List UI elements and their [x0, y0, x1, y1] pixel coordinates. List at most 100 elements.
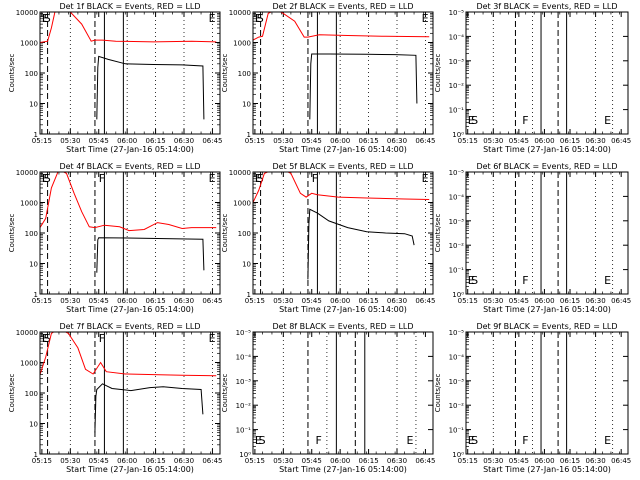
- marker-label-S: S: [471, 114, 478, 127]
- plot-frame: [465, 11, 629, 135]
- y-tick-label: 10: [29, 421, 38, 429]
- marker-label-F: F: [522, 274, 528, 287]
- marker-label-E: E: [209, 12, 216, 25]
- marker-label-E: E: [604, 274, 611, 287]
- plot-frame: [39, 11, 221, 135]
- x-tick-label: 06:00: [330, 457, 350, 465]
- x-tick-label: 06:30: [174, 137, 194, 145]
- x-tick-label: 06:00: [534, 297, 554, 305]
- marker-label-S: S: [44, 332, 51, 345]
- x-tick-label: 05:15: [245, 137, 265, 145]
- x-tick-label: 06:15: [358, 297, 378, 305]
- x-tick-label: 05:45: [302, 457, 322, 465]
- y-tick-label: 10⁻²: [236, 402, 252, 410]
- x-tick-label: 05:30: [483, 457, 503, 465]
- x-tick-label: 06:45: [415, 297, 435, 305]
- y-tick-label: 10⁻³: [236, 378, 252, 386]
- x-tick-label: 05:45: [509, 457, 529, 465]
- x-tick-label: 06:00: [117, 457, 137, 465]
- y-tick-label: 100: [25, 230, 38, 238]
- marker-label-E: E: [209, 172, 216, 185]
- panel-det-3: Det 3f BLACK = Events, RED = LLD 10⁰ 10⁻¹ 1…: [434, 2, 631, 154]
- y-tick-label: 10⁰: [452, 291, 464, 299]
- x-tick-label: 06:45: [611, 457, 631, 465]
- marker-label-E: E: [42, 12, 49, 25]
- y-tick-label: 10⁰: [452, 131, 464, 139]
- x-tick-label: 05:15: [245, 297, 265, 305]
- y-tick-label: 1000: [233, 40, 251, 48]
- y-tick-label: 10⁻²: [449, 402, 465, 410]
- x-tick-label: 05:30: [60, 297, 80, 305]
- x-tick-label: 05:30: [273, 137, 293, 145]
- x-tick-label: 06:45: [611, 137, 631, 145]
- x-axis-label: Start Time (27-Jan-16 05:14:00): [279, 145, 407, 154]
- y-axis-label: Counts/sec: [8, 54, 16, 93]
- y-tick-label: 1: [247, 291, 251, 299]
- y-tick-label: 10⁻⁵: [449, 169, 465, 177]
- y-tick-label: 10⁻²: [449, 82, 465, 90]
- y-tick-label: 1: [247, 131, 251, 139]
- marker-label-S: S: [44, 12, 51, 25]
- marker-label-E: E: [422, 12, 429, 25]
- marker-label-E: E: [406, 434, 413, 447]
- x-axis-label: Start Time (27-Jan-16 05:14:00): [66, 465, 194, 474]
- plot-frame: [39, 171, 221, 295]
- x-tick-label: 06:15: [358, 457, 378, 465]
- panel-title: Det 8f BLACK = Events, RED = LLD: [272, 322, 413, 331]
- x-tick-label: 05:45: [302, 297, 322, 305]
- y-tick-label: 10⁻⁴: [449, 33, 465, 41]
- marker-label-E: E: [468, 434, 475, 447]
- x-tick-label: 05:30: [483, 297, 503, 305]
- x-tick-label: 06:30: [586, 297, 606, 305]
- x-tick-label: 06:00: [534, 457, 554, 465]
- panel-title: Det 6f BLACK = Events, RED = LLD: [476, 162, 617, 171]
- y-axis-label: Counts/sec: [221, 214, 229, 253]
- plot-frame: [252, 331, 434, 455]
- y-tick-label: 10000: [16, 169, 38, 177]
- x-tick-label: 05:45: [509, 297, 529, 305]
- marker-label-S: S: [44, 172, 51, 185]
- plot-frame: [252, 11, 434, 135]
- marker-label-E: E: [422, 172, 429, 185]
- y-tick-label: 10000: [16, 329, 38, 337]
- y-tick-label: 100: [238, 230, 251, 238]
- y-axis-label: Counts/sec: [434, 374, 442, 413]
- x-tick-label: 06:15: [145, 297, 165, 305]
- y-axis-label: Counts/sec: [8, 214, 16, 253]
- panel-title: Det 1f BLACK = Events, RED = LLD: [59, 2, 200, 11]
- x-axis-label: Start Time (27-Jan-16 05:14:00): [279, 465, 407, 474]
- x-tick-label: 05:15: [458, 297, 478, 305]
- x-tick-label: 06:00: [117, 137, 137, 145]
- panel-title: Det 2f BLACK = Events, RED = LLD: [272, 2, 413, 11]
- x-tick-label: 06:30: [586, 137, 606, 145]
- y-tick-label: 10: [29, 261, 38, 269]
- panel-title: Det 7f BLACK = Events, RED = LLD: [59, 322, 200, 331]
- x-tick-label: 06:00: [534, 137, 554, 145]
- x-tick-label: 05:30: [273, 297, 293, 305]
- lld-series-line: [40, 172, 217, 232]
- x-tick-label: 06:45: [202, 457, 222, 465]
- y-tick-label: 10⁻³: [449, 218, 465, 226]
- x-tick-label: 06:15: [560, 297, 580, 305]
- plot-frame: [252, 171, 434, 295]
- x-tick-label: 05:30: [483, 137, 503, 145]
- y-tick-label: 100: [238, 70, 251, 78]
- y-axis-label: Counts/sec: [221, 374, 229, 413]
- y-tick-label: 10000: [229, 9, 251, 17]
- events-series-line: [309, 53, 418, 120]
- y-tick-label: 10⁻⁴: [236, 353, 252, 361]
- panel-det-2: Det 2f BLACK = Events, RED = LLD 1 10 100 10…: [221, 2, 436, 154]
- events-series-line: [96, 55, 205, 120]
- marker-label-E: E: [42, 332, 49, 345]
- y-tick-label: 10⁻²: [449, 242, 465, 250]
- panel-det-8: Det 8f BLACK = Events, RED = LLD 10⁰ 10⁻¹ 1…: [221, 322, 436, 474]
- x-tick-label: 05:30: [60, 457, 80, 465]
- marker-label-F: F: [312, 172, 318, 185]
- marker-label-E: E: [42, 172, 49, 185]
- marker-label-E: E: [468, 274, 475, 287]
- y-tick-label: 10⁻³: [449, 378, 465, 386]
- x-axis-label: Start Time (27-Jan-16 05:14:00): [483, 145, 611, 154]
- y-axis-label: Counts/sec: [221, 54, 229, 93]
- y-tick-label: 10⁻⁵: [449, 9, 465, 17]
- x-tick-label: 06:15: [145, 457, 165, 465]
